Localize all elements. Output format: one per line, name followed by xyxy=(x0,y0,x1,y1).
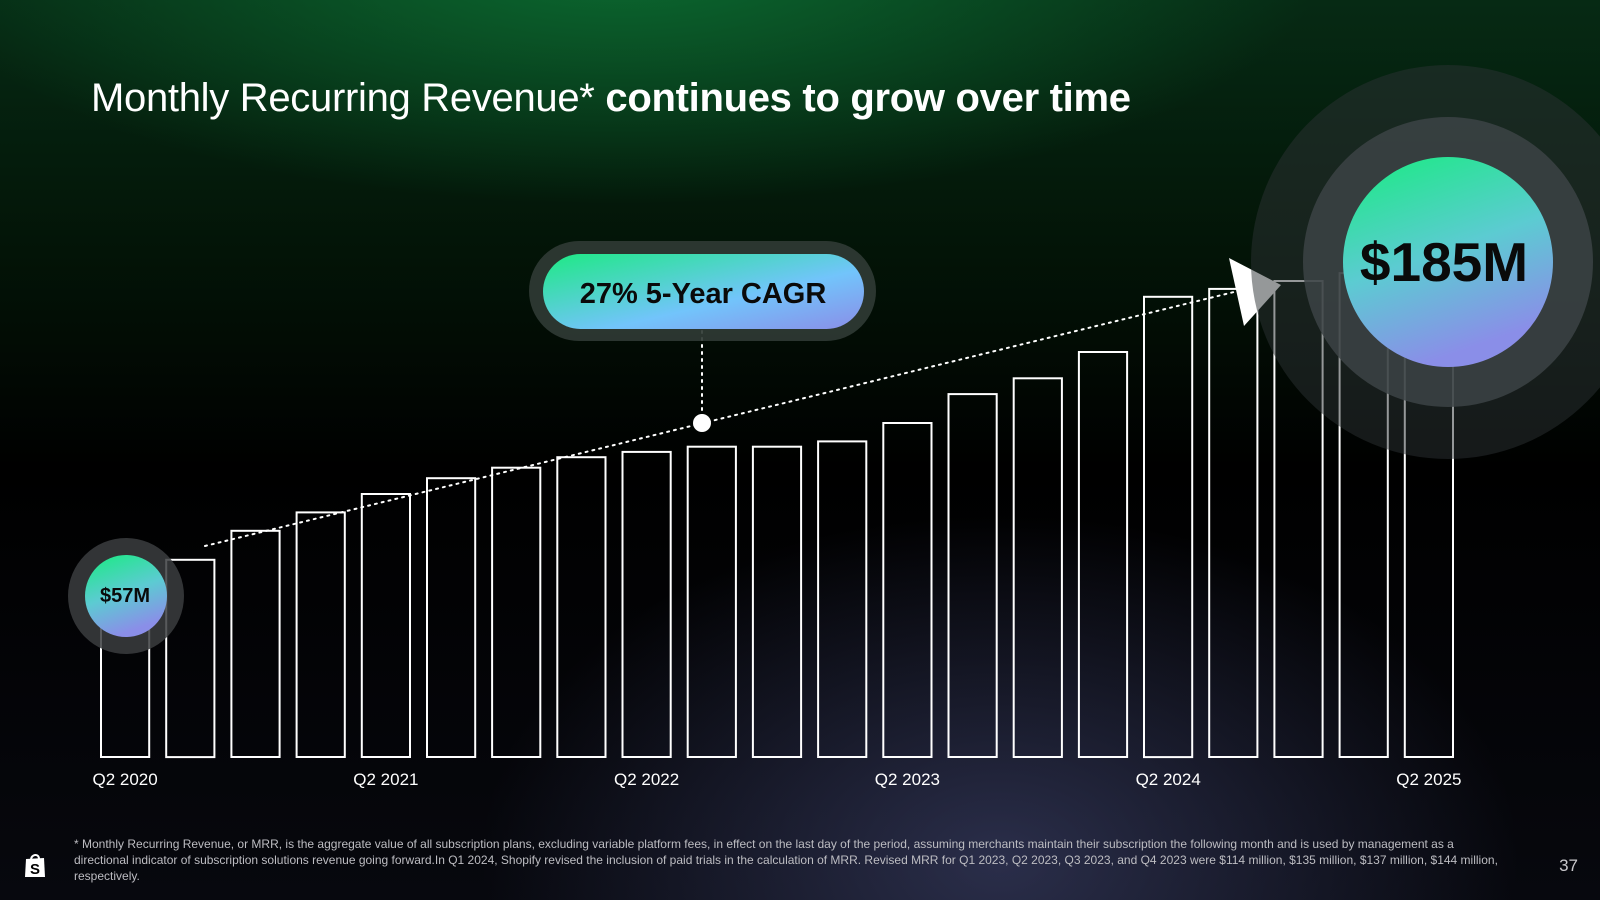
title-bold: continues to grow over time xyxy=(605,76,1131,120)
slide-title: Monthly Recurring Revenue* continues to … xyxy=(91,76,1131,121)
end-value-label: $185M xyxy=(1360,231,1528,293)
bar-q1-2022 xyxy=(556,456,607,758)
shopping-bag-logo-icon: S xyxy=(25,854,45,878)
bar-q4-2020 xyxy=(230,529,281,758)
x-axis-ticks: Q2 2020 Q2 2021 Q2 2022 Q2 2023 Q2 2024 Q2 20… xyxy=(92,770,1461,789)
tick-label: Q2 2020 xyxy=(92,770,157,789)
bar-q2-2024 xyxy=(1143,295,1194,759)
end-badge xyxy=(1343,157,1553,367)
bar-q2-2022 xyxy=(621,450,672,758)
bar-q3-2020 xyxy=(165,558,216,759)
bar-q1-2021 xyxy=(295,511,346,759)
bar-q2-2021 xyxy=(360,493,411,758)
bar-q1-2023 xyxy=(817,440,868,758)
start-badge xyxy=(85,555,167,637)
bar-q3-2021 xyxy=(426,477,477,758)
bar-q4-2023 xyxy=(1012,377,1063,758)
footnote: * Monthly Recurring Revenue, or MRR, is … xyxy=(74,837,1498,883)
trend-line xyxy=(204,291,1235,547)
tick-label: Q2 2025 xyxy=(1396,770,1461,789)
bar-q4-2021 xyxy=(491,466,542,758)
cagr-label: 27% 5-Year CAGR xyxy=(580,278,827,310)
tick-label: Q2 2024 xyxy=(1136,770,1201,789)
title-regular: Monthly Recurring Revenue* xyxy=(91,76,595,120)
tick-label: Q2 2021 xyxy=(353,770,418,789)
bars-group xyxy=(100,269,1455,759)
cagr-pill xyxy=(543,254,864,329)
bar-q3-2022 xyxy=(686,445,737,758)
tick-label: Q2 2022 xyxy=(614,770,679,789)
bar-q1-2024 xyxy=(1077,351,1129,758)
cagr-marker-dot xyxy=(693,414,711,432)
svg-text:S: S xyxy=(30,861,40,878)
bar-q2-2023 xyxy=(882,422,933,758)
page-number: 37 xyxy=(1559,856,1578,875)
start-value-label: $57M xyxy=(100,585,150,607)
bar-q3-2024 xyxy=(1208,287,1259,758)
tick-label: Q2 2023 xyxy=(875,770,940,789)
bar-q3-2023 xyxy=(947,393,998,758)
bar-q4-2022 xyxy=(751,445,803,758)
